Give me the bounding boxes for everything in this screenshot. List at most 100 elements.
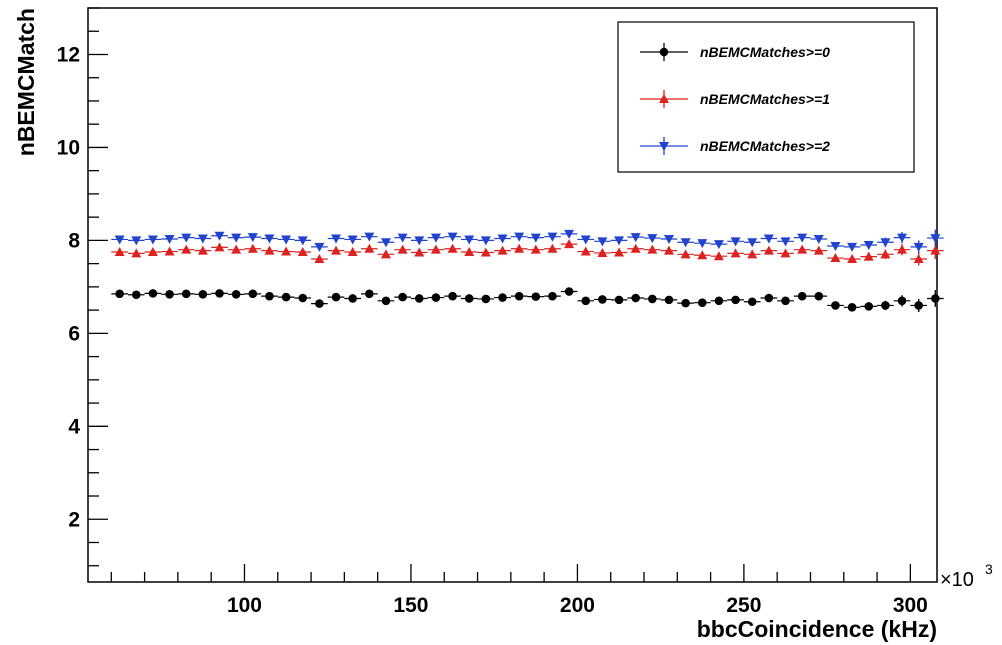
- data-point: [763, 234, 774, 244]
- data-point: [614, 295, 624, 305]
- legend-marker: [659, 94, 669, 103]
- data-point: [747, 297, 757, 307]
- data-point: [781, 296, 790, 306]
- data-point: [481, 294, 491, 304]
- data-point: [448, 291, 457, 301]
- data-point: [713, 251, 724, 261]
- data-point: [514, 232, 525, 242]
- x-tick-label: 250: [726, 594, 761, 617]
- data-point: [248, 289, 258, 299]
- data-point: [181, 233, 192, 243]
- data-point: [231, 290, 241, 299]
- data-point: [780, 237, 791, 247]
- data-point: [814, 291, 824, 301]
- data-point: [930, 234, 941, 244]
- data-point: [215, 289, 224, 298]
- data-point: [164, 234, 175, 244]
- data-point: [597, 247, 608, 257]
- data-point: [231, 233, 242, 243]
- data-point: [264, 234, 275, 244]
- x-tick-label: 100: [227, 594, 262, 617]
- data-point: [165, 290, 174, 299]
- legend-label: nBEMCMatches>=2: [700, 138, 830, 154]
- data-point: [581, 296, 591, 306]
- data-point: [431, 293, 441, 302]
- data-point: [148, 289, 158, 298]
- data-point: [598, 295, 607, 304]
- data-point: [348, 294, 357, 303]
- data-point: [464, 247, 475, 257]
- data-point: [331, 245, 342, 255]
- data-point: [731, 295, 740, 305]
- data-point: [281, 235, 292, 245]
- data-point: [863, 251, 874, 261]
- data-point: [530, 233, 541, 243]
- data-point: [897, 296, 907, 306]
- y-axis: 2 4 6 8 10 12: [57, 7, 108, 567]
- y-axis-title: nBEMCMatch: [13, 8, 39, 156]
- data-point: [713, 240, 724, 250]
- y-tick-label: 8: [68, 229, 80, 252]
- data-point: [364, 232, 375, 242]
- y-tick-label: 12: [57, 43, 80, 66]
- data-point: [131, 236, 142, 246]
- data-point: [131, 248, 142, 258]
- data-point: [265, 291, 274, 301]
- data-point: [580, 246, 591, 256]
- data-point: [797, 291, 807, 301]
- data-point: [564, 229, 575, 239]
- data-point: [314, 253, 325, 263]
- data-point: [115, 289, 124, 299]
- data-point: [813, 234, 824, 244]
- data-point: [897, 244, 908, 254]
- data-point: [414, 236, 425, 246]
- data-point: [914, 301, 923, 310]
- data-point: [414, 294, 424, 303]
- data-point: [913, 253, 924, 263]
- series-2: [111, 229, 944, 254]
- data-point: [747, 249, 758, 259]
- data-point: [648, 294, 657, 304]
- data-point: [831, 301, 840, 310]
- data-point: [680, 238, 691, 248]
- data-point: [315, 299, 324, 308]
- data-point: [430, 244, 441, 254]
- x-tick-label: 150: [393, 594, 428, 617]
- data-point: [498, 293, 507, 302]
- data-point: [880, 238, 891, 248]
- data-point: [114, 247, 125, 257]
- data-point: [813, 245, 824, 255]
- data-point: [597, 237, 608, 247]
- data-point: [331, 234, 342, 244]
- data-point: [664, 295, 674, 305]
- data-point: [297, 236, 308, 246]
- data-point: [181, 244, 192, 254]
- data-point: [547, 243, 558, 253]
- data-point: [297, 247, 308, 257]
- data-point: [298, 293, 308, 303]
- data-point: [197, 245, 208, 255]
- data-point: [198, 290, 208, 299]
- data-point: [681, 298, 690, 308]
- data-point: [930, 245, 941, 255]
- data-point: [763, 245, 774, 255]
- data-point: [730, 248, 741, 258]
- y-tick-label: 2: [68, 508, 80, 531]
- legend-label: nBEMCMatches>=0: [700, 44, 830, 60]
- legend-label: nBEMCMatches>=1: [700, 91, 830, 107]
- data-point: [365, 289, 374, 299]
- data-point: [447, 243, 458, 253]
- data-point: [247, 233, 258, 243]
- data-point: [447, 232, 458, 242]
- data-point: [931, 294, 940, 303]
- data-point: [464, 294, 474, 303]
- data-point: [497, 234, 508, 244]
- data-point: [381, 296, 391, 306]
- data-point: [380, 249, 391, 259]
- data-point: [647, 244, 658, 254]
- data-point: [780, 248, 791, 258]
- data-point: [647, 234, 658, 244]
- data-point: [580, 235, 591, 245]
- data-point: [897, 233, 908, 243]
